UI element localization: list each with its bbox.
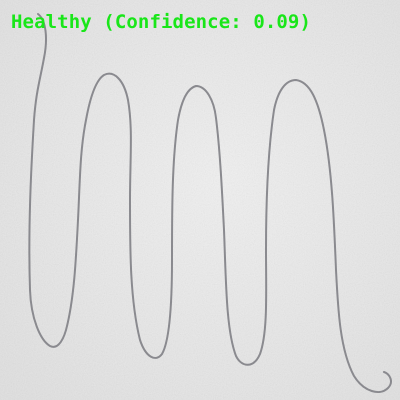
prediction-label: Healthy (Confidence: 0.09) <box>11 11 312 33</box>
pencil-spiral-stroke <box>28 13 392 393</box>
